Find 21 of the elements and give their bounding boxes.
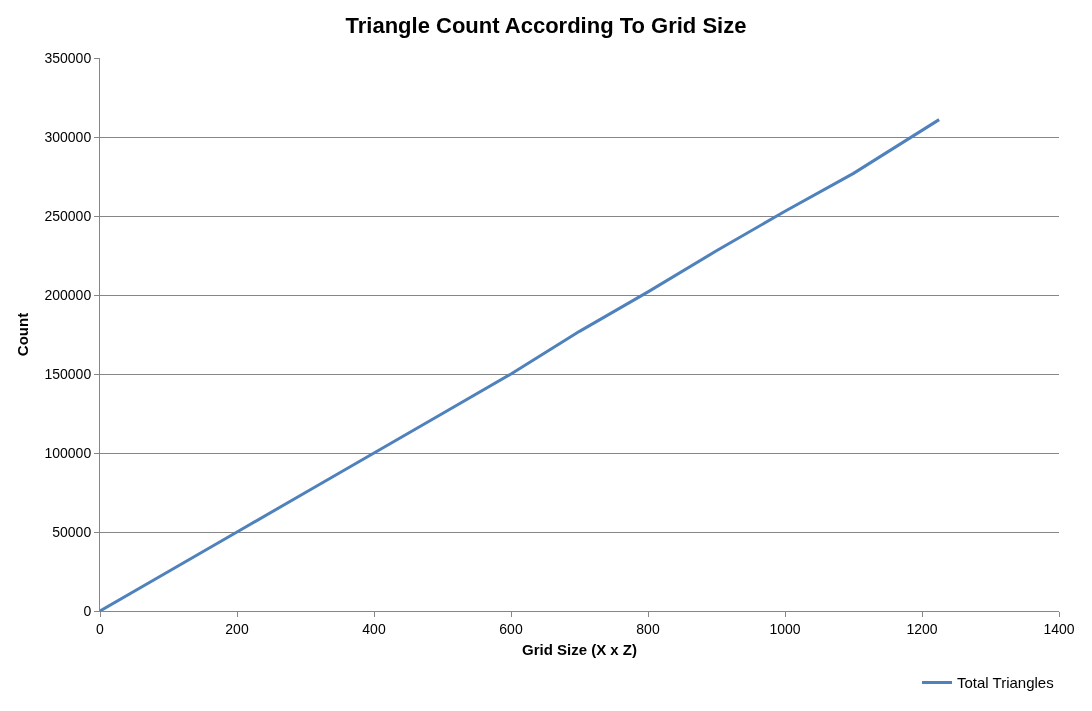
- x-tick-label: 200: [225, 620, 249, 637]
- y-tick-label: 50000: [52, 523, 92, 540]
- y-axis-title: Count: [13, 312, 31, 357]
- x-tick-label: 1000: [769, 620, 801, 637]
- legend-label: Total Triangles: [957, 674, 1054, 692]
- y-tick-label: 200000: [44, 286, 92, 303]
- x-tick-label: 1400: [1043, 620, 1075, 637]
- x-tick-label: 800: [636, 620, 660, 637]
- x-tick-label: 1200: [906, 620, 938, 637]
- y-tick-label: 0: [83, 602, 92, 619]
- x-tick-label: 0: [96, 620, 105, 637]
- x-tick-label: 400: [362, 620, 386, 637]
- y-tick-label: 350000: [44, 49, 92, 66]
- y-tick-label: 250000: [44, 207, 92, 224]
- y-tick-label: 300000: [44, 128, 92, 145]
- x-axis-title: Grid Size (X x Z): [521, 640, 638, 658]
- y-tick-label: 150000: [44, 365, 92, 382]
- x-tick-label: 600: [499, 620, 523, 637]
- y-tick-label: 100000: [44, 444, 92, 461]
- line-series: [100, 118, 941, 611]
- chart-title: Triangle Count According To Grid Size: [345, 13, 747, 39]
